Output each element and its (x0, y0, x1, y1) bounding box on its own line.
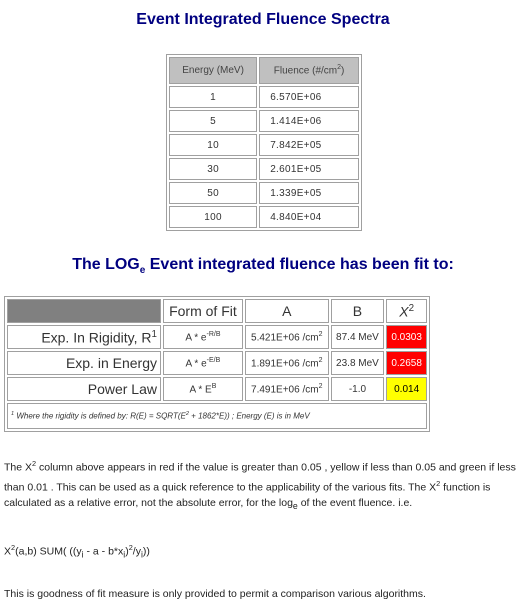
chi-squared-cell: 0.0303 (386, 325, 427, 349)
energy-cell: 100 (169, 206, 258, 228)
form-column-header: Form of Fit (163, 299, 243, 323)
table-row: 5 1.414E+06 (169, 110, 359, 132)
table-row: Exp. In Rigidity, R1 A * e-R/B 5.421E+06… (7, 325, 427, 349)
table-row: 30 2.601E+05 (169, 158, 359, 180)
fit-form-cell: A * e-E/B (163, 351, 243, 375)
energy-cell: 5 (169, 110, 258, 132)
fit-section-title: The LOGe Event integrated fluence has be… (72, 256, 454, 277)
energy-column-header: Energy (MeV) (169, 57, 258, 84)
fluence-table: Energy (MeV) Fluence (#/cm2) 1 6.570E+06 … (166, 54, 362, 231)
energy-cell: 10 (169, 134, 258, 156)
blank-header-cell (7, 299, 161, 323)
fit-header-row: Form of Fit A B X2 (7, 299, 427, 323)
b-value-cell: -1.0 (330, 377, 385, 401)
fit-table: Form of Fit A B X2 Exp. In Rigidity, R1 … (4, 296, 430, 432)
b-value-cell: 87.4 MeV (330, 325, 385, 349)
fluence-cell: 6.570E+06 (259, 86, 359, 108)
energy-cell: 50 (169, 182, 258, 204)
table-row: 50 1.339E+05 (169, 182, 359, 204)
fluence-column-header: Fluence (#/cm2) (259, 57, 359, 84)
fit-name-cell: Power Law (7, 377, 161, 401)
fluence-header-row: Energy (MeV) Fluence (#/cm2) (169, 57, 359, 84)
page-title: Event Integrated Fluence Spectra (136, 11, 390, 28)
a-column-header: A (244, 299, 329, 323)
chi-squared-cell: 0.014 (386, 377, 427, 401)
energy-cell: 1 (169, 86, 258, 108)
formula: X2(a,b) SUM( ((yi - a - b*xi)2/yi)) (4, 543, 150, 560)
table-row: 100 4.840E+04 (169, 206, 359, 228)
fit-form-cell: A * EB (163, 377, 243, 401)
table-row: Power Law A * EB 7.491E+06 /cm2 -1.0 0.0… (7, 377, 427, 401)
fluence-cell: 1.414E+06 (259, 110, 359, 132)
chi-squared-column-header: X2 (386, 299, 427, 323)
energy-cell: 30 (169, 158, 258, 180)
chi-squared-cell: 0.2658 (386, 351, 427, 375)
fit-name-cell: Exp. in Energy (7, 351, 161, 375)
fluence-cell: 4.840E+04 (259, 206, 359, 228)
footnote: 1 Where the rigidity is defined by: R(E)… (7, 403, 427, 429)
a-value-cell: 1.891E+06 /cm2 (244, 351, 329, 375)
table-row: 10 7.842E+05 (169, 134, 359, 156)
table-row: Exp. in Energy A * e-E/B 1.891E+06 /cm2 … (7, 351, 427, 375)
a-value-cell: 7.491E+06 /cm2 (244, 377, 329, 401)
fit-name-cell: Exp. In Rigidity, R1 (7, 325, 161, 349)
fit-form-cell: A * e-R/B (163, 325, 243, 349)
table-row: 1 6.570E+06 (169, 86, 359, 108)
footnote-row: 1 Where the rigidity is defined by: R(E)… (7, 403, 427, 429)
b-column-header: B (330, 299, 385, 323)
fluence-cell: 1.339E+05 (259, 182, 359, 204)
fluence-cell: 7.842E+05 (259, 134, 359, 156)
goodness-of-fit-note: This is goodness of fit measure is only … (4, 588, 426, 600)
b-value-cell: 23.8 MeV (330, 351, 385, 375)
chi-squared-explanation: The X2 column above appears in red if th… (4, 459, 516, 512)
a-value-cell: 5.421E+06 /cm2 (244, 325, 329, 349)
fluence-cell: 2.601E+05 (259, 158, 359, 180)
